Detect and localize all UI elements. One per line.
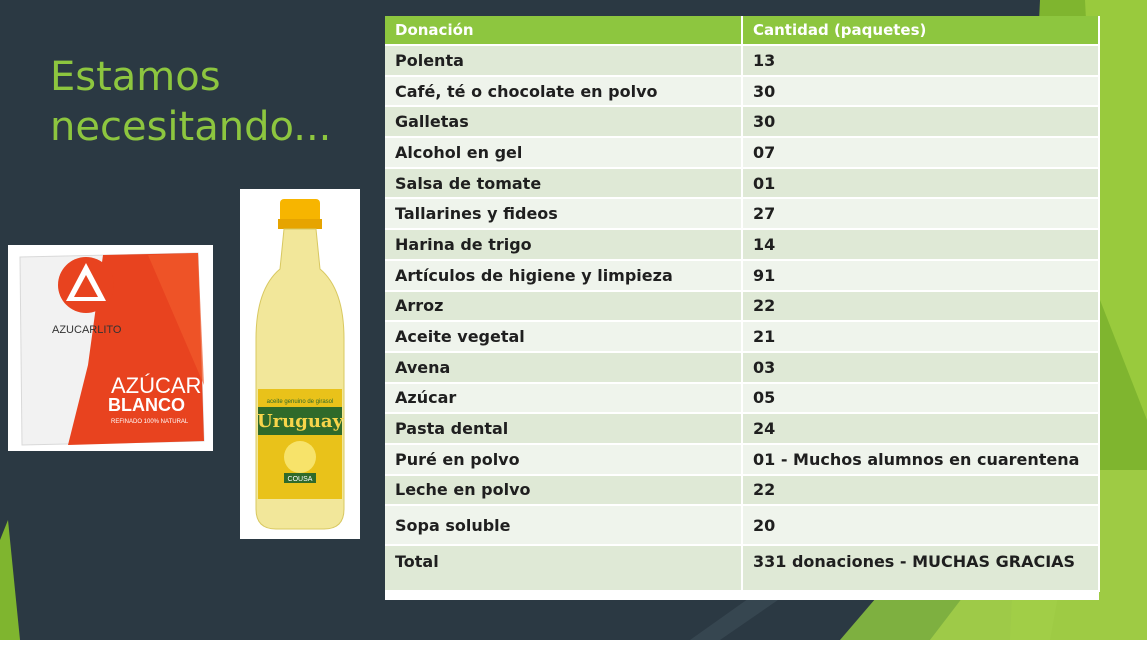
oil-brand-text: Uruguay [257, 411, 344, 432]
cell-quantity: 91 [742, 259, 1100, 292]
sugar-line2-text: BLANCO [108, 395, 185, 415]
total-label: Total [385, 545, 743, 593]
cell-quantity: 22 [742, 474, 1100, 507]
table-row: Artículos de higiene y limpieza 91 [385, 259, 1100, 292]
header-quantity: Cantidad (paquetes) [742, 16, 1100, 46]
cell-quantity: 21 [742, 321, 1100, 353]
sugar-subtitle-text: REFINADO 100% NATURAL [111, 419, 189, 425]
table-row: Azúcar 05 [385, 382, 1100, 415]
total-value: 331 donaciones - MUCHAS GRACIAS [742, 545, 1100, 593]
table-row: Pasta dental 24 [385, 413, 1100, 445]
table-row: Tallarines y fideos 27 [385, 198, 1100, 231]
cell-quantity: 22 [742, 290, 1100, 323]
cell-quantity: 30 [742, 106, 1100, 139]
cell-quantity: 24 [742, 413, 1100, 445]
bottom-strip [0, 640, 1147, 645]
table-row: Alcohol en gel 07 [385, 137, 1100, 169]
table-row: Harina de trigo 14 [385, 229, 1100, 261]
cell-item: Sopa soluble [385, 505, 743, 547]
cell-quantity: 01 [742, 167, 1100, 200]
cell-item: Café, té o chocolate en polvo [385, 75, 743, 108]
cell-item: Aceite vegetal [385, 321, 743, 353]
oil-bottle-image: Uruguay aceite genuino de girasol COUSA [240, 189, 360, 539]
table-row: Café, té o chocolate en polvo 30 [385, 75, 1100, 108]
table-row: Galletas 30 [385, 106, 1100, 139]
table-row: Avena 03 [385, 351, 1100, 384]
table-row: Sopa soluble 20 [385, 505, 1100, 547]
cell-item: Pasta dental [385, 413, 743, 445]
sugar-brand-text: AZUCARLITO [52, 324, 122, 336]
oil-maker-text: COUSA [288, 476, 313, 483]
cell-quantity: 30 [742, 75, 1100, 108]
donation-table: Donación Cantidad (paquetes) Polenta 13 C… [385, 16, 1100, 600]
table-row: Arroz 22 [385, 290, 1100, 323]
table-row: Aceite vegetal 21 [385, 321, 1100, 353]
cell-item: Puré en polvo [385, 443, 743, 476]
cell-quantity: 03 [742, 351, 1100, 384]
cell-item: Alcohol en gel [385, 137, 743, 169]
cell-quantity: 05 [742, 382, 1100, 415]
cell-item: Polenta [385, 45, 743, 77]
table-total-row: Total 331 donaciones - MUCHAS GRACIAS [385, 545, 1100, 593]
cell-item: Artículos de higiene y limpieza [385, 259, 743, 292]
sugar-package-image: AZUCARLITO AZÚCAR BLANCO REFINADO 100% N… [8, 245, 213, 451]
cell-quantity: 14 [742, 229, 1100, 261]
slide-title: Estamos necesitando... [50, 54, 332, 150]
cell-quantity: 27 [742, 198, 1100, 231]
cell-item: Leche en polvo [385, 474, 743, 507]
table-header-row: Donación Cantidad (paquetes) [385, 16, 1100, 46]
cell-quantity: 01 - Muchos alumnos en cuarentena [742, 443, 1100, 476]
table-row: Puré en polvo 01 - Muchos alumnos en cuar… [385, 443, 1100, 476]
oil-tagline-text: aceite genuino de girasol [267, 399, 334, 405]
header-donation: Donación [385, 16, 743, 46]
cell-quantity: 07 [742, 137, 1100, 169]
table-row: Leche en polvo 22 [385, 474, 1100, 507]
cell-quantity: 13 [742, 45, 1100, 77]
table-row: Salsa de tomate 01 [385, 167, 1100, 200]
cell-quantity: 20 [742, 505, 1100, 547]
sugar-line1-text: AZÚCAR [111, 373, 201, 398]
cell-item: Avena [385, 351, 743, 384]
cell-item: Galletas [385, 106, 743, 139]
cell-item: Azúcar [385, 382, 743, 415]
table-row: Polenta 13 [385, 45, 1100, 77]
cell-item: Salsa de tomate [385, 167, 743, 200]
cell-item: Arroz [385, 290, 743, 323]
cell-item: Harina de trigo [385, 229, 743, 261]
cell-item: Tallarines y fideos [385, 198, 743, 231]
